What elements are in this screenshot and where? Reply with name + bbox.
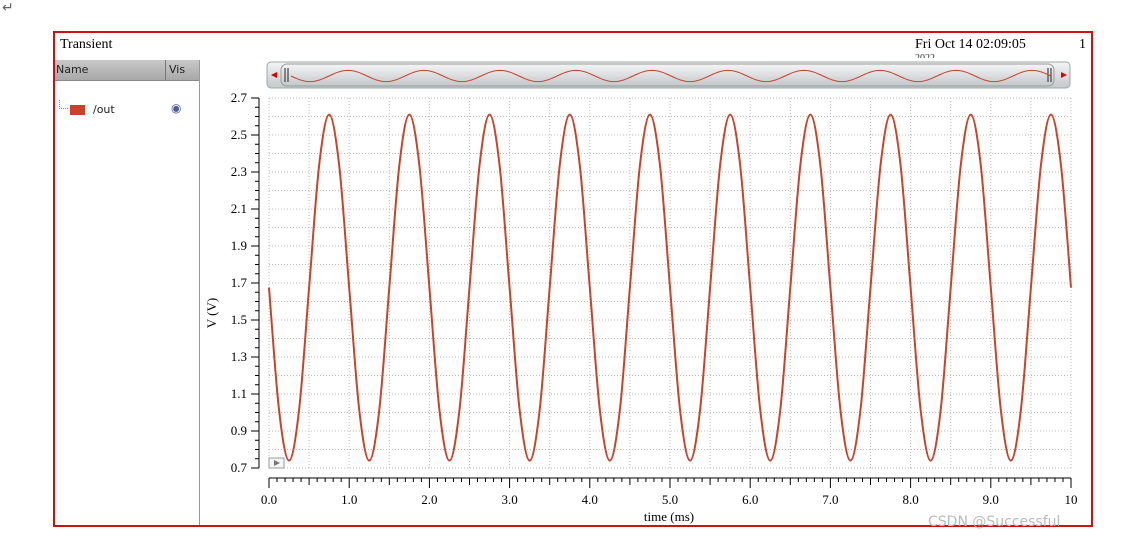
column-divider[interactable] [165, 60, 166, 80]
y-tick-label: 2.1 [231, 201, 247, 216]
tree-connector [59, 100, 68, 109]
scrollbar-thumb[interactable] [280, 63, 1055, 87]
y-tick-label: 1.9 [231, 238, 247, 253]
y-tick-label: 1.5 [231, 312, 247, 327]
x-tick-label: 7.0 [822, 492, 838, 507]
return-mark: ↵ [2, 1, 14, 16]
panel-header: Name Vis [55, 60, 199, 81]
y-tick-label: 0.9 [231, 423, 247, 438]
y-tick-label: 1.3 [231, 349, 247, 364]
y-tick-label: 2.5 [231, 127, 247, 142]
watermark: CSDN @Successful [928, 514, 1061, 530]
y-tick-label: 0.7 [231, 460, 248, 475]
column-name[interactable]: Name [56, 63, 89, 76]
overview-trace [290, 69, 1052, 83]
x-tick-label: 6.0 [742, 492, 758, 507]
x-tick-label: 8.0 [902, 492, 918, 507]
y-axis-label: V (V) [204, 298, 219, 328]
x-tick-label: 2.0 [421, 492, 437, 507]
plot-area: 0.0 1.0 2.0 3.0 4.0 5.0 6.0 7.0 8.0 9.0 10 0.7 0.9 1.… [204, 61, 1078, 524]
x-tick-label: 0.0 [261, 492, 277, 507]
y-tick-label: 1.1 [231, 386, 247, 401]
x-tick-label: 4.0 [582, 492, 598, 507]
signal-name[interactable]: /out [93, 103, 115, 116]
x-tick-label: 9.0 [983, 492, 999, 507]
overview-scrollbar[interactable] [266, 61, 1071, 89]
play-icon[interactable] [274, 460, 280, 466]
window-title: Transient [60, 37, 113, 52]
page-number: 1 [1079, 37, 1086, 52]
x-tick-label: 1.0 [341, 492, 357, 507]
x-tick-label: 5.0 [662, 492, 678, 507]
axes: 0.0 1.0 2.0 3.0 4.0 5.0 6.0 7.0 8.0 9.0 10 0.7 0.9 1.… [231, 90, 1078, 507]
x-axis-label: time (ms) [644, 509, 694, 524]
column-vis[interactable]: Vis [169, 63, 186, 76]
date-stamp: Fri Oct 14 02:09:05 [915, 37, 1026, 52]
x-tick-label: 10 [1065, 492, 1078, 507]
eye-icon[interactable]: ◉ [171, 101, 182, 115]
signal-color-swatch[interactable] [70, 105, 85, 115]
x-tick-label: 3.0 [501, 492, 517, 507]
signal-panel: Name Vis /out ◉ [55, 60, 200, 525]
y-tick-label: 1.7 [231, 275, 248, 290]
thumb-grip-icon[interactable] [284, 68, 1052, 82]
waveform-window: Transient Fri Oct 14 02:09:05 2022 1 Nam… [53, 31, 1093, 527]
trace-out[interactable] [268, 113, 1072, 462]
scroll-left-icon[interactable] [271, 72, 277, 78]
y-tick-label: 2.7 [231, 90, 248, 105]
scroll-right-icon[interactable] [1061, 72, 1067, 78]
date-year: 2022 [915, 53, 935, 58]
y-tick-label: 2.3 [231, 164, 247, 179]
